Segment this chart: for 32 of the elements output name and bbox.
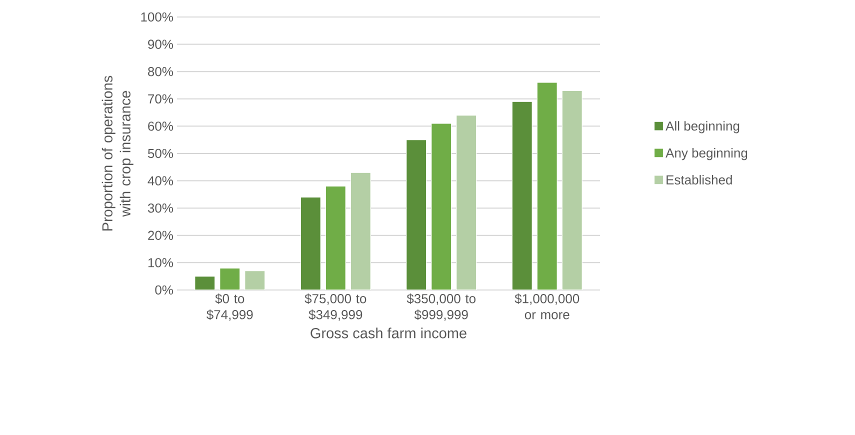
y-tick-label: 60% [148,122,174,131]
bar [512,101,532,290]
y-axis-title: Proportion of operations with crop insurance [102,76,134,230]
bar [220,268,240,290]
legend-label: Any beginning [666,148,748,160]
bar [194,276,215,290]
y-tick-label: 20% [148,230,174,240]
y-tick-label: 80% [148,66,174,76]
bar [431,123,452,290]
y-tick-label: 50% [148,148,174,158]
bar [456,114,477,290]
x-tick-label: $0 to $74,999 [206,294,253,321]
x-tick-label: $350,000 to $999,999 [406,294,476,321]
x-axis-title: Gross cash farm income [310,328,466,338]
bar [325,186,346,290]
bar [536,82,558,290]
y-tick-label: 40% [148,176,174,186]
y-tick-label: 70% [148,94,174,104]
bar [350,172,371,290]
legend-label: Established [666,174,732,184]
bar [562,90,582,290]
x-tick-label: $1,000,000 or more [514,294,580,320]
bar [300,196,321,290]
y-tick-label: 0% [155,285,174,295]
y-tick-label: 30% [148,203,174,213]
x-tick-label: $75,000 to $349,999 [304,294,366,321]
y-tick-label: 90% [148,40,174,49]
bar [244,270,266,290]
legend-label: All beginning [666,121,740,134]
bar [406,140,427,290]
y-tick-label: 10% [148,258,174,268]
y-tick-label: 100% [141,12,174,22]
